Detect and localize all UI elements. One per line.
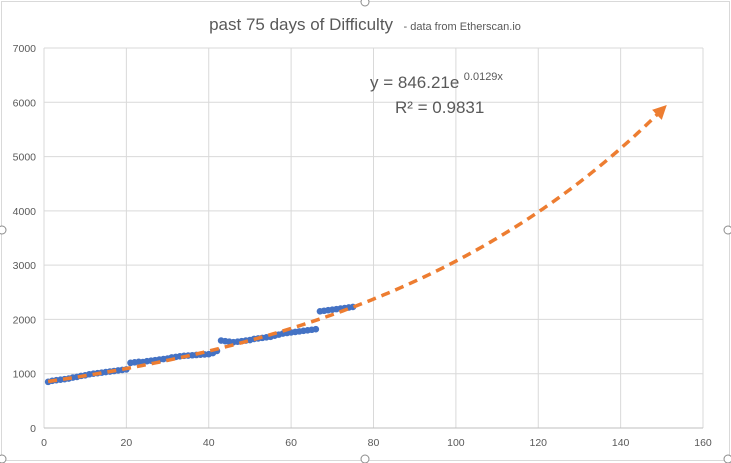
- x-tick-label: 20: [121, 437, 133, 449]
- trendline-path: [47, 105, 667, 384]
- resize-handle-left[interactable]: [0, 225, 7, 235]
- chart-title-main: past 75 days of Difficulty: [209, 15, 393, 34]
- trend-equation: y = 846.21e 0.0129x: [370, 71, 503, 92]
- resize-handle-bottom-left[interactable]: [0, 454, 7, 463]
- y-tick-label: 3000: [13, 260, 37, 272]
- x-axis-ticks: 0 20 40 60 80 100 120 140 160: [41, 437, 712, 449]
- x-tick-label: 140: [612, 437, 630, 449]
- chart-title: past 75 days of Difficulty - data from E…: [209, 15, 521, 34]
- resize-handle-right[interactable]: [723, 225, 731, 235]
- resize-handle-bottom-right[interactable]: [723, 454, 731, 463]
- y-tick-label: 6000: [13, 97, 37, 109]
- x-tick-label: 120: [529, 437, 547, 449]
- x-tick-label: 100: [447, 437, 465, 449]
- x-tick-label: 160: [694, 437, 712, 449]
- x-tick-label: 0: [41, 437, 47, 449]
- x-tick-label: 80: [368, 437, 380, 449]
- y-axis-ticks: 0 1000 2000 3000 4000 5000 6000 7000: [13, 43, 37, 435]
- data-point: [312, 325, 320, 333]
- x-tick-label: 40: [203, 437, 215, 449]
- y-tick-label: 5000: [13, 152, 37, 164]
- gridlines: [43, 47, 704, 429]
- y-tick-label: 7000: [13, 43, 37, 55]
- chart-subtitle: - data from Etherscan.io: [404, 21, 521, 33]
- y-tick-label: 4000: [13, 206, 37, 218]
- resize-handle-top[interactable]: [360, 0, 370, 7]
- trendline: [47, 105, 667, 384]
- resize-handle-bottom[interactable]: [360, 454, 370, 463]
- equation-exponent: 0.0129x: [464, 71, 504, 83]
- y-tick-label: 0: [30, 423, 36, 435]
- y-tick-label: 2000: [13, 314, 37, 326]
- equation-base: y = 846.21e: [370, 73, 459, 92]
- y-tick-label: 1000: [13, 369, 37, 381]
- x-tick-label: 60: [285, 437, 297, 449]
- r-squared: R² = 0.9831: [395, 98, 484, 117]
